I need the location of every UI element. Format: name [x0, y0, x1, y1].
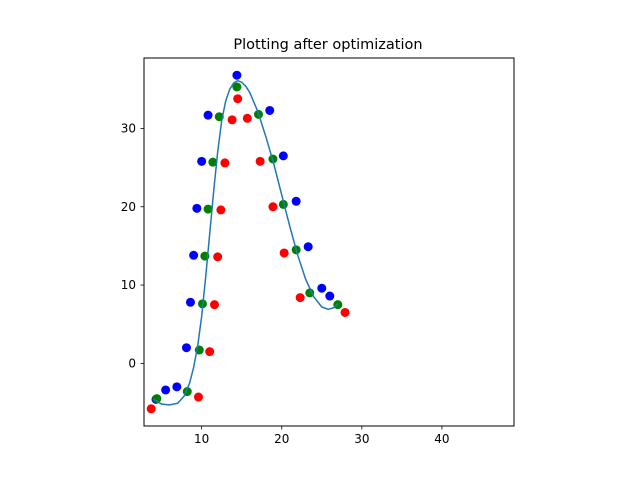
scatter-point-series-2-0	[152, 394, 162, 404]
axes: 10 20 30 40 0 10 20 30	[121, 121, 450, 446]
scatter-point-series-1-6	[220, 158, 230, 168]
scatter-point-series-1-9	[242, 113, 252, 123]
x-tick-label: 30	[354, 432, 369, 446]
scatter-point-series-1-2	[205, 347, 215, 357]
scatter-point-series-0-1	[161, 385, 171, 395]
scatter-point-series-1-3	[209, 300, 219, 310]
scatter-point-series-0-6	[192, 203, 202, 213]
scatter-point-series-0-5	[189, 250, 199, 260]
x-tick-label: 10	[194, 432, 209, 446]
axes-frame	[143, 57, 515, 427]
scatter-point-series-2-5	[203, 204, 213, 214]
x-tick-label: 40	[434, 432, 449, 446]
plot-area	[146, 70, 350, 414]
scatter-point-series-0-4	[185, 297, 195, 307]
y-tick-label: 0	[128, 356, 136, 370]
scatter-point-series-0-8	[203, 110, 213, 120]
scatter-point-series-0-11	[278, 151, 288, 161]
scatter-point-series-1-14	[340, 307, 350, 317]
scatter-point-series-0-3	[181, 343, 191, 353]
scatter-point-series-2-8	[232, 82, 242, 92]
scatter-point-series-0-13	[303, 242, 313, 252]
scatter-point-series-1-11	[268, 202, 278, 212]
scatter-point-series-1-1	[193, 392, 203, 402]
scatter-point-series-0-12	[291, 196, 301, 206]
scatter-point-series-2-11	[278, 199, 288, 209]
scatter-point-series-0-9	[232, 70, 242, 80]
scatter-point-series-2-13	[305, 288, 315, 298]
scatter-point-series-1-8	[233, 94, 243, 104]
scatter-point-series-1-4	[213, 252, 223, 262]
x-tick-label: 20	[274, 432, 289, 446]
scatter-point-series-1-10	[255, 156, 265, 166]
scatter-point-series-1-0	[146, 404, 156, 414]
scatter-point-series-2-6	[208, 157, 218, 167]
chart-title: Plotting after optimization	[233, 37, 422, 53]
scatter-point-series-0-14	[317, 283, 327, 293]
scatter-point-series-0-15	[325, 291, 335, 301]
fit-curve-line	[152, 79, 339, 406]
y-tick-label: 30	[121, 121, 136, 135]
scatter-point-series-0-2	[172, 382, 182, 392]
y-tick-label: 20	[121, 200, 136, 214]
scatter-point-series-1-12	[279, 248, 289, 258]
scatter-point-series-1-5	[216, 205, 226, 215]
scatter-point-series-1-13	[295, 293, 305, 303]
y-tick-label: 10	[121, 278, 136, 292]
scatter-point-series-0-7	[197, 156, 207, 166]
scatter-point-series-1-7	[227, 115, 237, 125]
scatter-point-series-0-10	[265, 105, 275, 115]
